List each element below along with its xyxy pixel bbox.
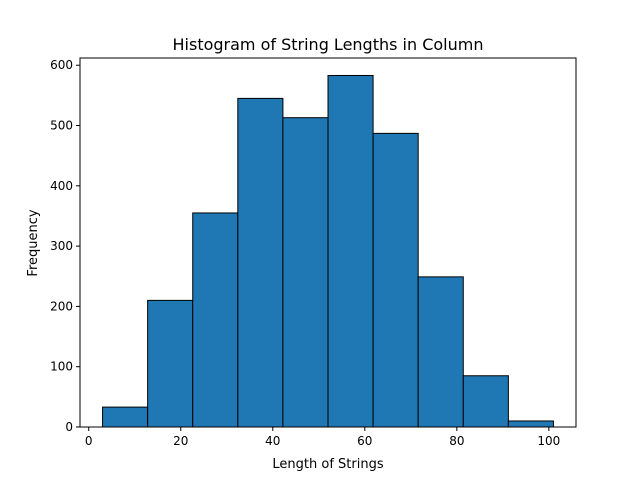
y-tick-label: 300 <box>50 239 73 253</box>
histogram-bar <box>102 406 149 428</box>
y-tick-label: 0 <box>65 420 73 434</box>
histogram-bar <box>417 276 464 428</box>
histogram-bar <box>282 117 329 428</box>
y-axis-label: Frequency <box>26 209 41 276</box>
y-tick-label: 500 <box>50 119 73 133</box>
histogram-bar <box>237 97 284 428</box>
chart-title: Histogram of String Lengths in Column <box>173 35 484 54</box>
x-tick-label: 60 <box>357 434 372 448</box>
bars-group <box>102 74 554 428</box>
y-tick-label: 400 <box>50 179 73 193</box>
histogram-bar <box>192 212 239 428</box>
histogram-bar <box>147 299 194 428</box>
histogram-bar <box>372 132 419 428</box>
y-axis-ticks: 0 100 200 300 400 500 600 <box>50 58 80 434</box>
plot-frame <box>79 57 577 428</box>
histogram-bar <box>507 420 554 428</box>
y-tick-label: 600 <box>50 58 73 72</box>
x-tick-label: 40 <box>265 434 280 448</box>
x-tick-label: 80 <box>449 434 464 448</box>
y-tick-label: 100 <box>50 360 73 374</box>
x-axis-ticks: 0 20 40 60 80 100 <box>85 427 560 448</box>
x-tick-label: 100 <box>537 434 560 448</box>
histogram-bar <box>327 74 374 428</box>
x-tick-label: 0 <box>85 434 93 448</box>
histogram-bar <box>462 375 509 428</box>
y-tick-label: 200 <box>50 299 73 313</box>
x-axis-label: Length of Strings <box>272 457 383 472</box>
x-tick-label: 20 <box>173 434 188 448</box>
